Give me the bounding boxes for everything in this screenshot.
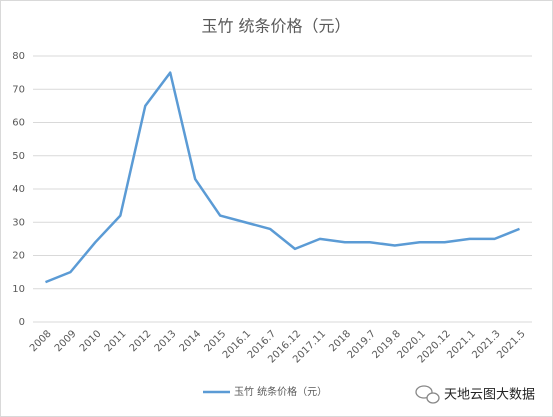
y-tick-label: 70 [12,84,25,95]
series-line [45,71,520,284]
y-tick-label: 80 [12,51,25,62]
chart-title: 玉竹 统条价格（元） [201,17,350,36]
y-tick-label: 40 [12,184,25,195]
legend-label: 玉竹 统条价格（元） [234,385,327,398]
y-tick-label: 50 [12,151,25,162]
y-tick-label: 60 [12,118,25,129]
y-tick-label: 30 [12,217,25,228]
y-tick-label: 20 [12,251,25,262]
watermark: 天地云图大数据 [444,388,535,403]
y-tick-label: 0 [19,317,25,328]
watermark-icon [415,385,440,404]
y-tick-label: 10 [12,284,25,295]
